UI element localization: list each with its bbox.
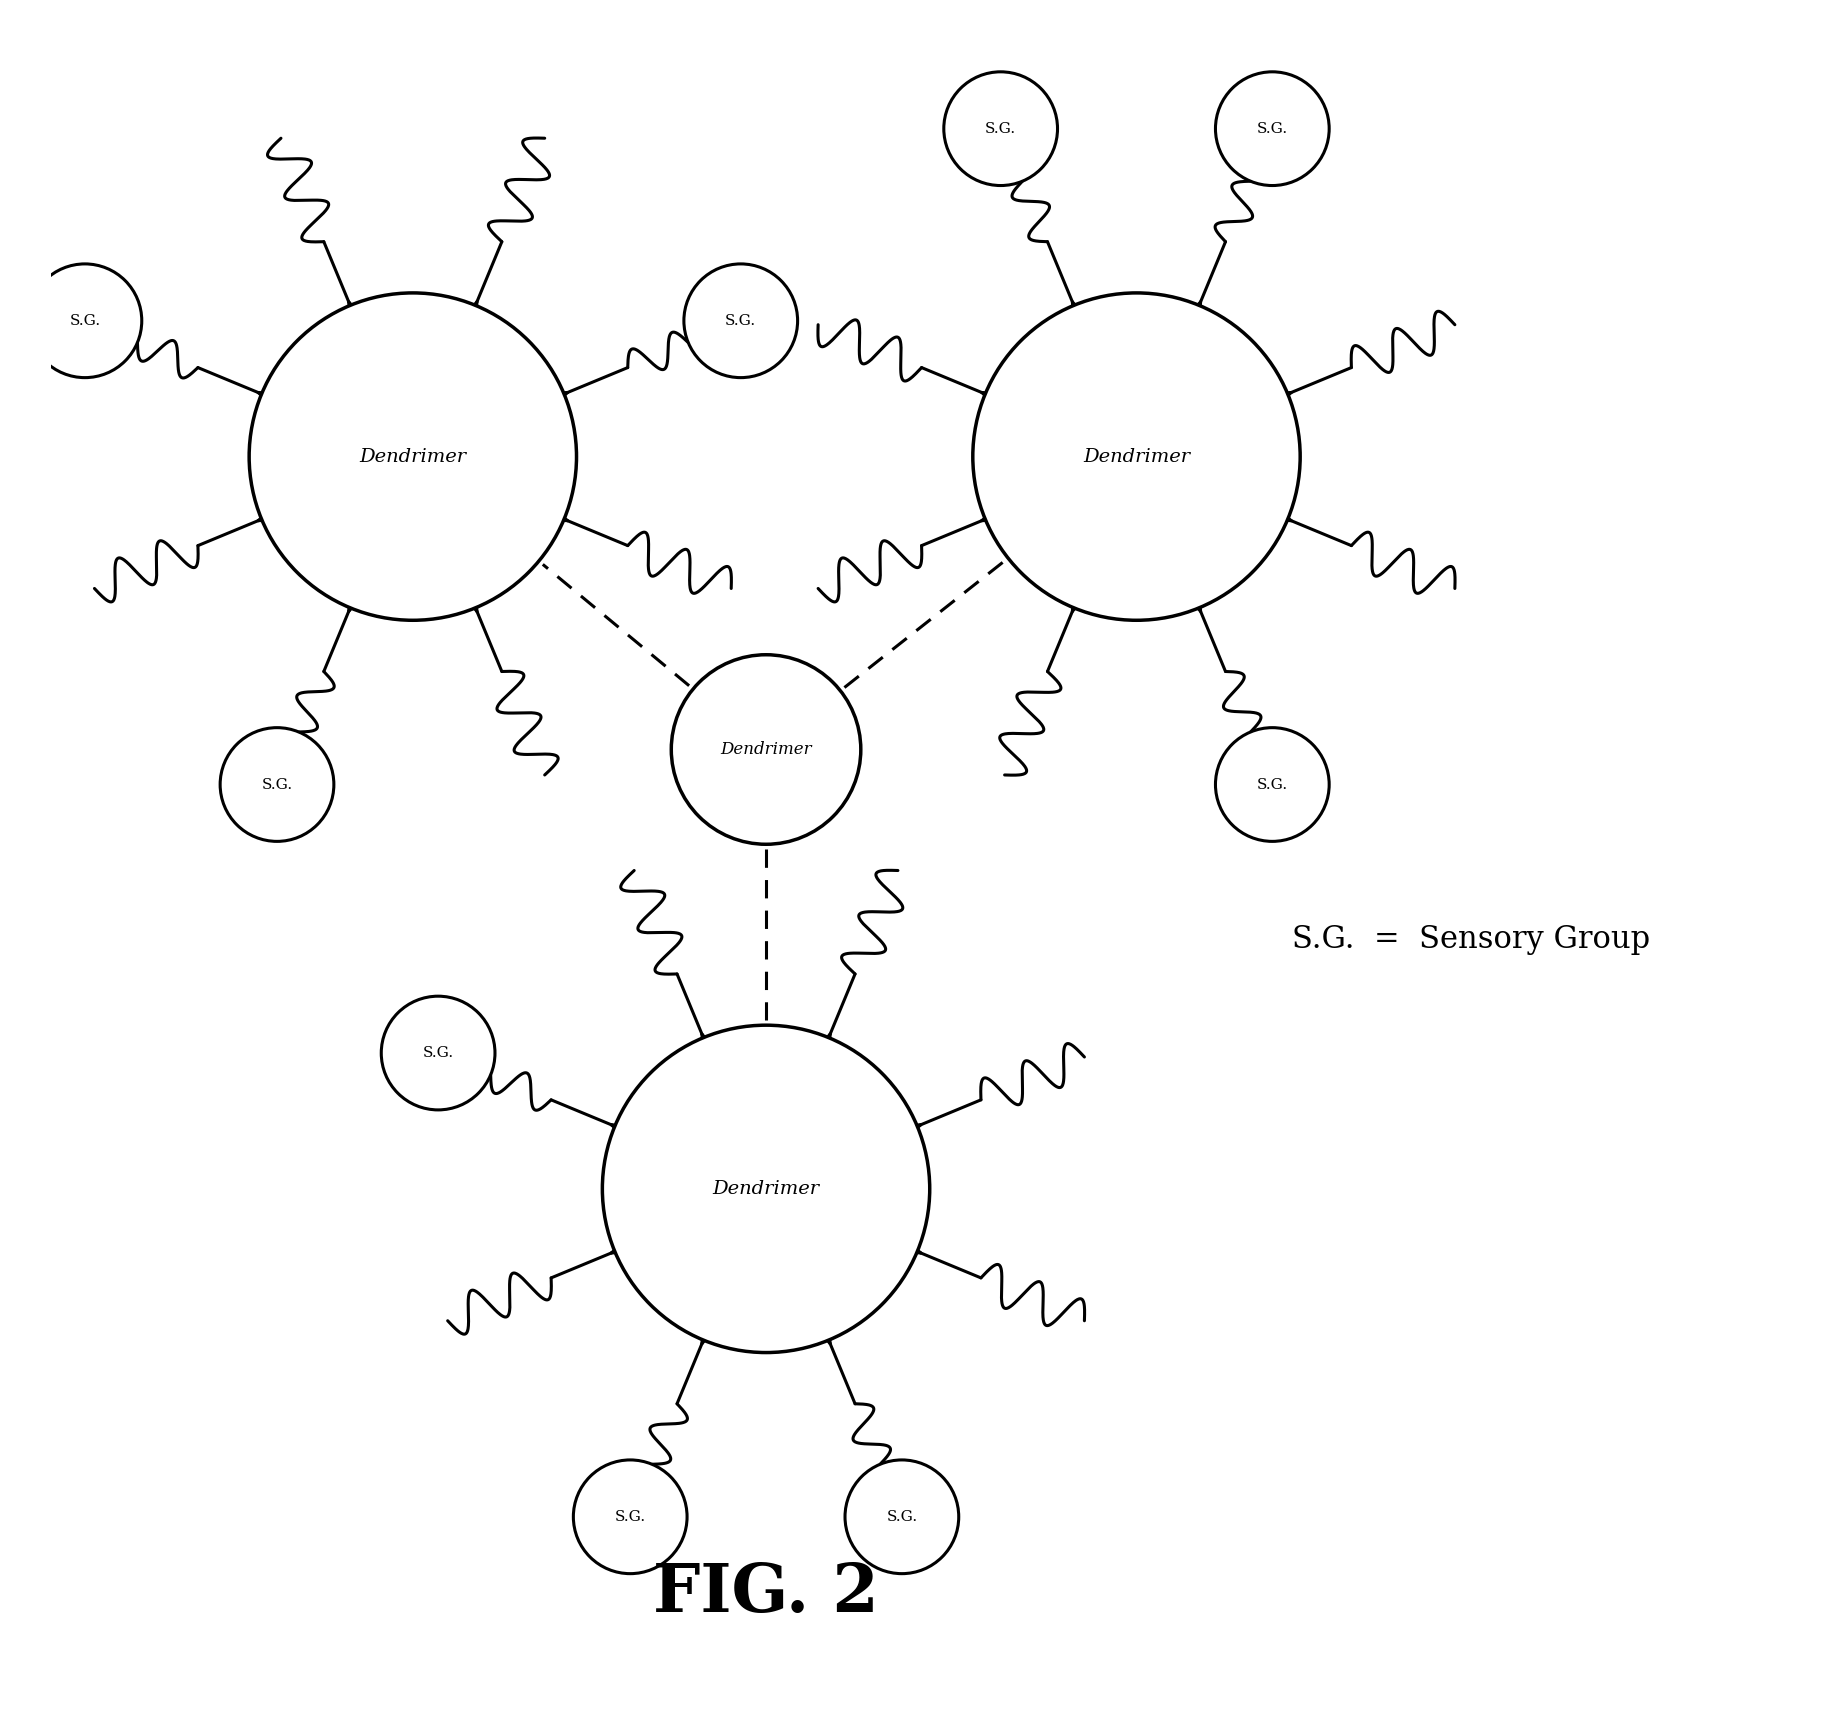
Text: Dendrimer: Dendrimer (721, 741, 812, 758)
Text: S.G.: S.G. (615, 1509, 646, 1523)
Text: S.G.: S.G. (725, 314, 756, 327)
Circle shape (1215, 727, 1329, 841)
Circle shape (684, 264, 798, 377)
Circle shape (573, 1459, 686, 1573)
Circle shape (1215, 72, 1329, 186)
Text: S.G.: S.G. (423, 1046, 454, 1060)
Circle shape (381, 996, 495, 1110)
Text: Dendrimer: Dendrimer (360, 448, 467, 465)
Circle shape (27, 264, 142, 377)
Text: Dendrimer: Dendrimer (1082, 448, 1190, 465)
Circle shape (221, 727, 334, 841)
Circle shape (602, 1025, 929, 1353)
Circle shape (672, 655, 861, 844)
Text: S.G.  =  Sensory Group: S.G. = Sensory Group (1292, 924, 1650, 955)
Circle shape (944, 72, 1057, 186)
Text: S.G.: S.G. (1257, 122, 1288, 136)
Text: S.G.: S.G. (1257, 777, 1288, 791)
Circle shape (973, 293, 1299, 620)
Circle shape (845, 1459, 958, 1573)
Text: S.G.: S.G. (986, 122, 1017, 136)
Text: S.G.: S.G. (887, 1509, 918, 1523)
Text: S.G.: S.G. (69, 314, 100, 327)
Text: FIG. 2: FIG. 2 (653, 1561, 880, 1627)
Circle shape (250, 293, 577, 620)
Text: Dendrimer: Dendrimer (712, 1180, 819, 1197)
Text: S.G.: S.G. (261, 777, 292, 791)
